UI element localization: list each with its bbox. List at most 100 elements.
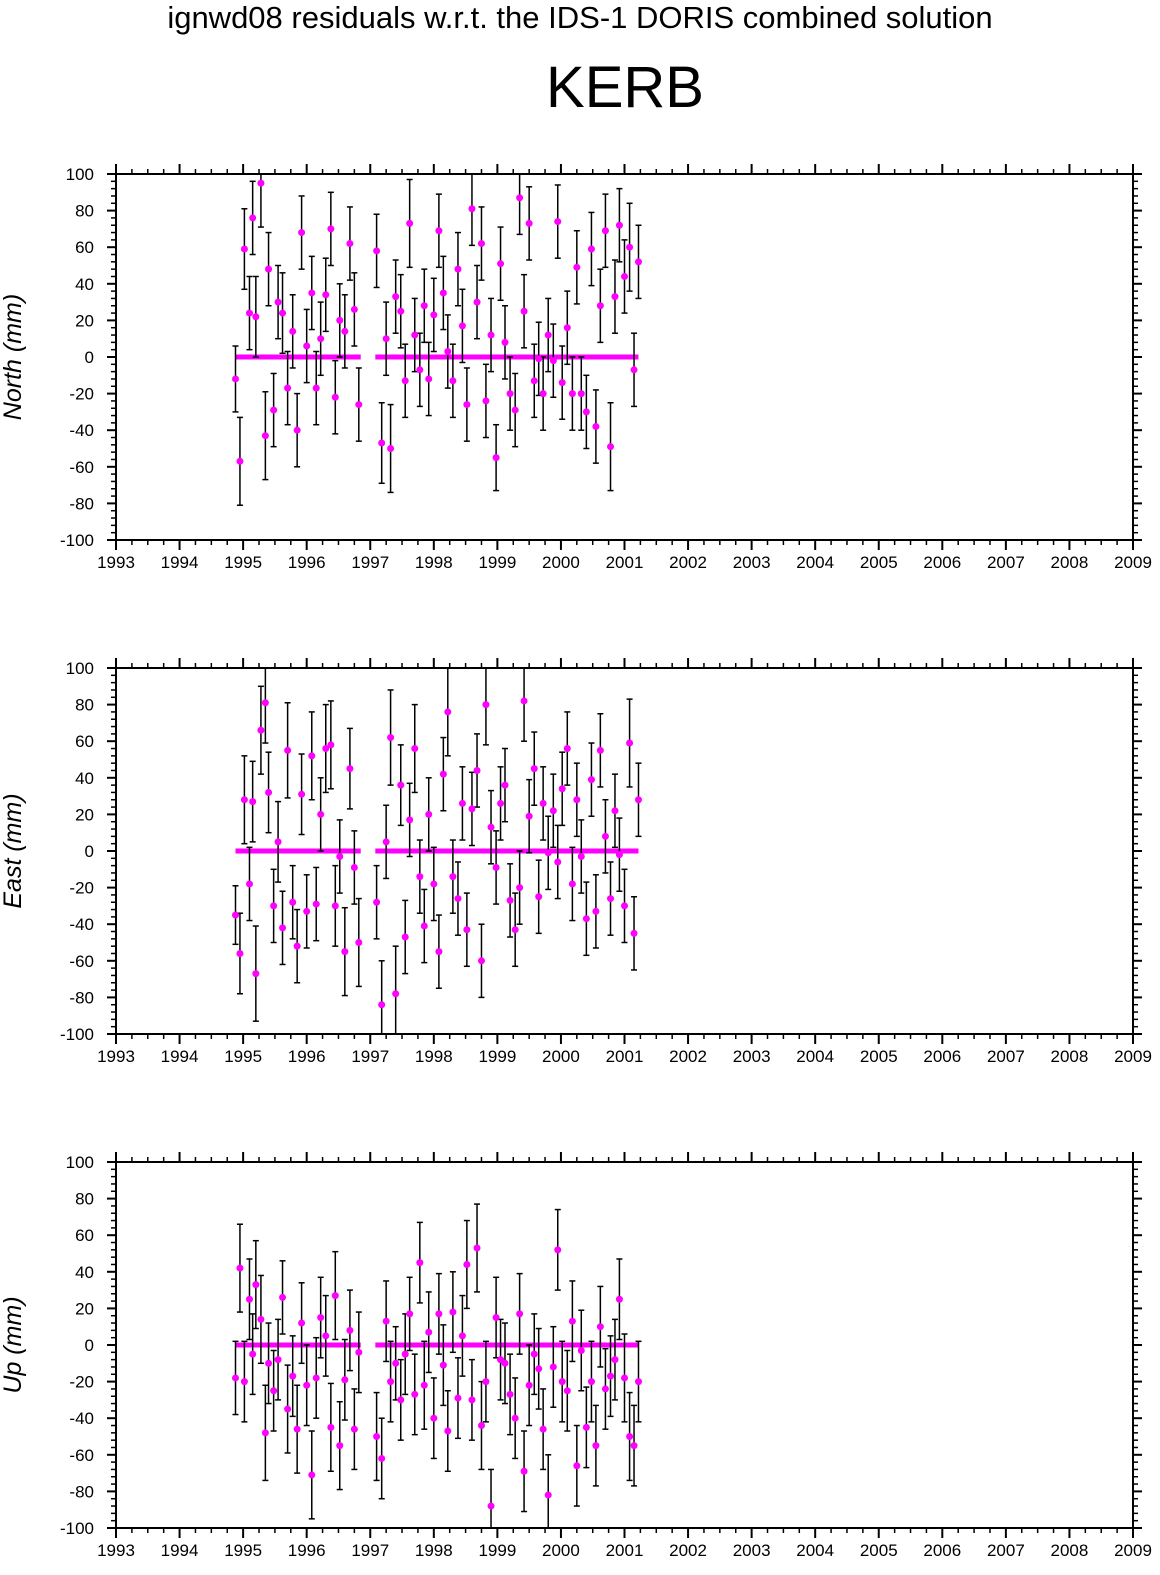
up-y-tick-label: 100 xyxy=(66,1153,94,1172)
north-data-point xyxy=(308,289,316,297)
north-data-point xyxy=(252,313,260,321)
up-data-point xyxy=(487,1502,495,1510)
east-x-tick-label: 2001 xyxy=(606,1047,644,1066)
up-data-point xyxy=(468,1396,476,1404)
east-data-point xyxy=(378,1001,386,1009)
east-data-point xyxy=(563,745,571,753)
north-series xyxy=(231,174,642,506)
east-y-tick-label: -60 xyxy=(69,952,94,971)
north-data-point xyxy=(245,309,253,317)
east-data-point xyxy=(449,873,457,881)
east-data-point xyxy=(293,942,301,950)
north-data-point xyxy=(573,263,581,271)
up-x-tick-label: 1996 xyxy=(288,1541,326,1560)
north-data-point xyxy=(611,293,619,301)
north-data-point xyxy=(416,366,424,374)
up-y-tick-label: -20 xyxy=(69,1373,94,1392)
up-x-tick-label: 2007 xyxy=(987,1541,1025,1560)
north-data-point xyxy=(449,377,457,385)
up-x-tick-label: 2001 xyxy=(606,1541,644,1560)
north-data-point xyxy=(439,289,447,297)
north-data-point xyxy=(236,457,244,465)
east-data-point xyxy=(252,970,260,978)
north-data-point xyxy=(430,311,438,319)
north-data-point xyxy=(506,390,514,398)
north-data-point xyxy=(516,194,524,202)
chart-title: ignwd08 residuals w.r.t. the IDS-1 DORIS… xyxy=(167,0,993,35)
north-data-point xyxy=(257,179,265,187)
east-x-tick-label: 1996 xyxy=(288,1047,326,1066)
up-panel: 1993 1994 1995 1996 1997 1998 1999 2000 2001 2002… xyxy=(0,1152,1152,1560)
up-data-point xyxy=(265,1359,273,1367)
up-data-point xyxy=(240,1378,248,1386)
east-x-tick-label: 1999 xyxy=(478,1047,516,1066)
up-data-point xyxy=(425,1328,433,1336)
east-data-point xyxy=(468,805,476,813)
north-data-point xyxy=(346,240,354,248)
north-data-point xyxy=(274,298,282,306)
east-x-tick-label: 2003 xyxy=(733,1047,771,1066)
east-data-point xyxy=(257,726,265,734)
east-data-point xyxy=(240,796,248,804)
north-data-point xyxy=(458,322,466,330)
east-data-point xyxy=(458,799,466,807)
up-y-tick-label: 20 xyxy=(75,1299,94,1318)
north-x-tick-label: 2004 xyxy=(796,553,834,572)
east-data-point xyxy=(611,807,619,815)
up-data-point xyxy=(592,1442,600,1450)
up-axis-title: Up (mm) xyxy=(0,1296,27,1393)
up-data-point xyxy=(373,1433,381,1440)
north-data-point xyxy=(501,338,509,346)
up-data-point xyxy=(430,1414,438,1422)
up-data-point xyxy=(587,1378,595,1386)
up-x-tick-label: 2004 xyxy=(796,1541,834,1560)
east-data-point xyxy=(492,863,500,871)
up-y-tick-label: 80 xyxy=(75,1190,94,1209)
east-data-point xyxy=(520,697,528,705)
up-data-point xyxy=(626,1433,634,1440)
north-x-tick-label: 2006 xyxy=(923,553,961,572)
east-data-point xyxy=(303,907,311,915)
up-y-tick-label: -100 xyxy=(60,1519,94,1538)
up-data-point xyxy=(506,1390,514,1398)
east-data-point xyxy=(350,863,358,871)
up-x-tick-label: 2009 xyxy=(1114,1541,1152,1560)
north-x-tick-label: 1995 xyxy=(224,553,262,572)
east-data-point xyxy=(530,765,538,773)
east-data-point xyxy=(516,884,524,892)
east-data-point xyxy=(336,852,344,860)
east-y-tick-label: 80 xyxy=(75,696,94,715)
up-data-point xyxy=(554,1246,562,1254)
east-data-point xyxy=(626,739,634,747)
east-data-point xyxy=(463,926,471,934)
east-data-point xyxy=(373,898,381,906)
north-data-point xyxy=(240,245,248,253)
up-data-point xyxy=(558,1378,566,1386)
east-y-tick-label: -40 xyxy=(69,915,94,934)
up-y-tick-label: -40 xyxy=(69,1409,94,1428)
up-data-point xyxy=(596,1323,604,1331)
up-series xyxy=(231,1203,642,1528)
east-series xyxy=(231,668,642,1034)
north-data-point xyxy=(630,366,638,374)
east-x-tick-label: 2009 xyxy=(1114,1047,1152,1066)
north-data-point xyxy=(525,219,533,227)
north-x-tick-label: 1999 xyxy=(478,553,516,572)
east-axis-title: East (mm) xyxy=(0,793,27,908)
up-data-point xyxy=(274,1356,282,1364)
north-data-point xyxy=(336,316,344,324)
up-data-point xyxy=(444,1427,452,1435)
up-data-point xyxy=(615,1295,623,1303)
up-data-point xyxy=(231,1374,239,1382)
north-data-point xyxy=(463,401,471,409)
up-data-point xyxy=(392,1359,400,1367)
east-data-point xyxy=(355,939,363,946)
up-data-point xyxy=(539,1425,547,1433)
east-data-point xyxy=(261,699,269,707)
east-y-tick-label: 20 xyxy=(75,805,94,824)
up-x-tick-label: 2003 xyxy=(733,1541,771,1560)
east-x-tick-label: 1997 xyxy=(351,1047,389,1066)
north-y-tick-label: 100 xyxy=(66,165,94,184)
east-data-point xyxy=(482,701,490,709)
up-data-point xyxy=(477,1422,485,1430)
